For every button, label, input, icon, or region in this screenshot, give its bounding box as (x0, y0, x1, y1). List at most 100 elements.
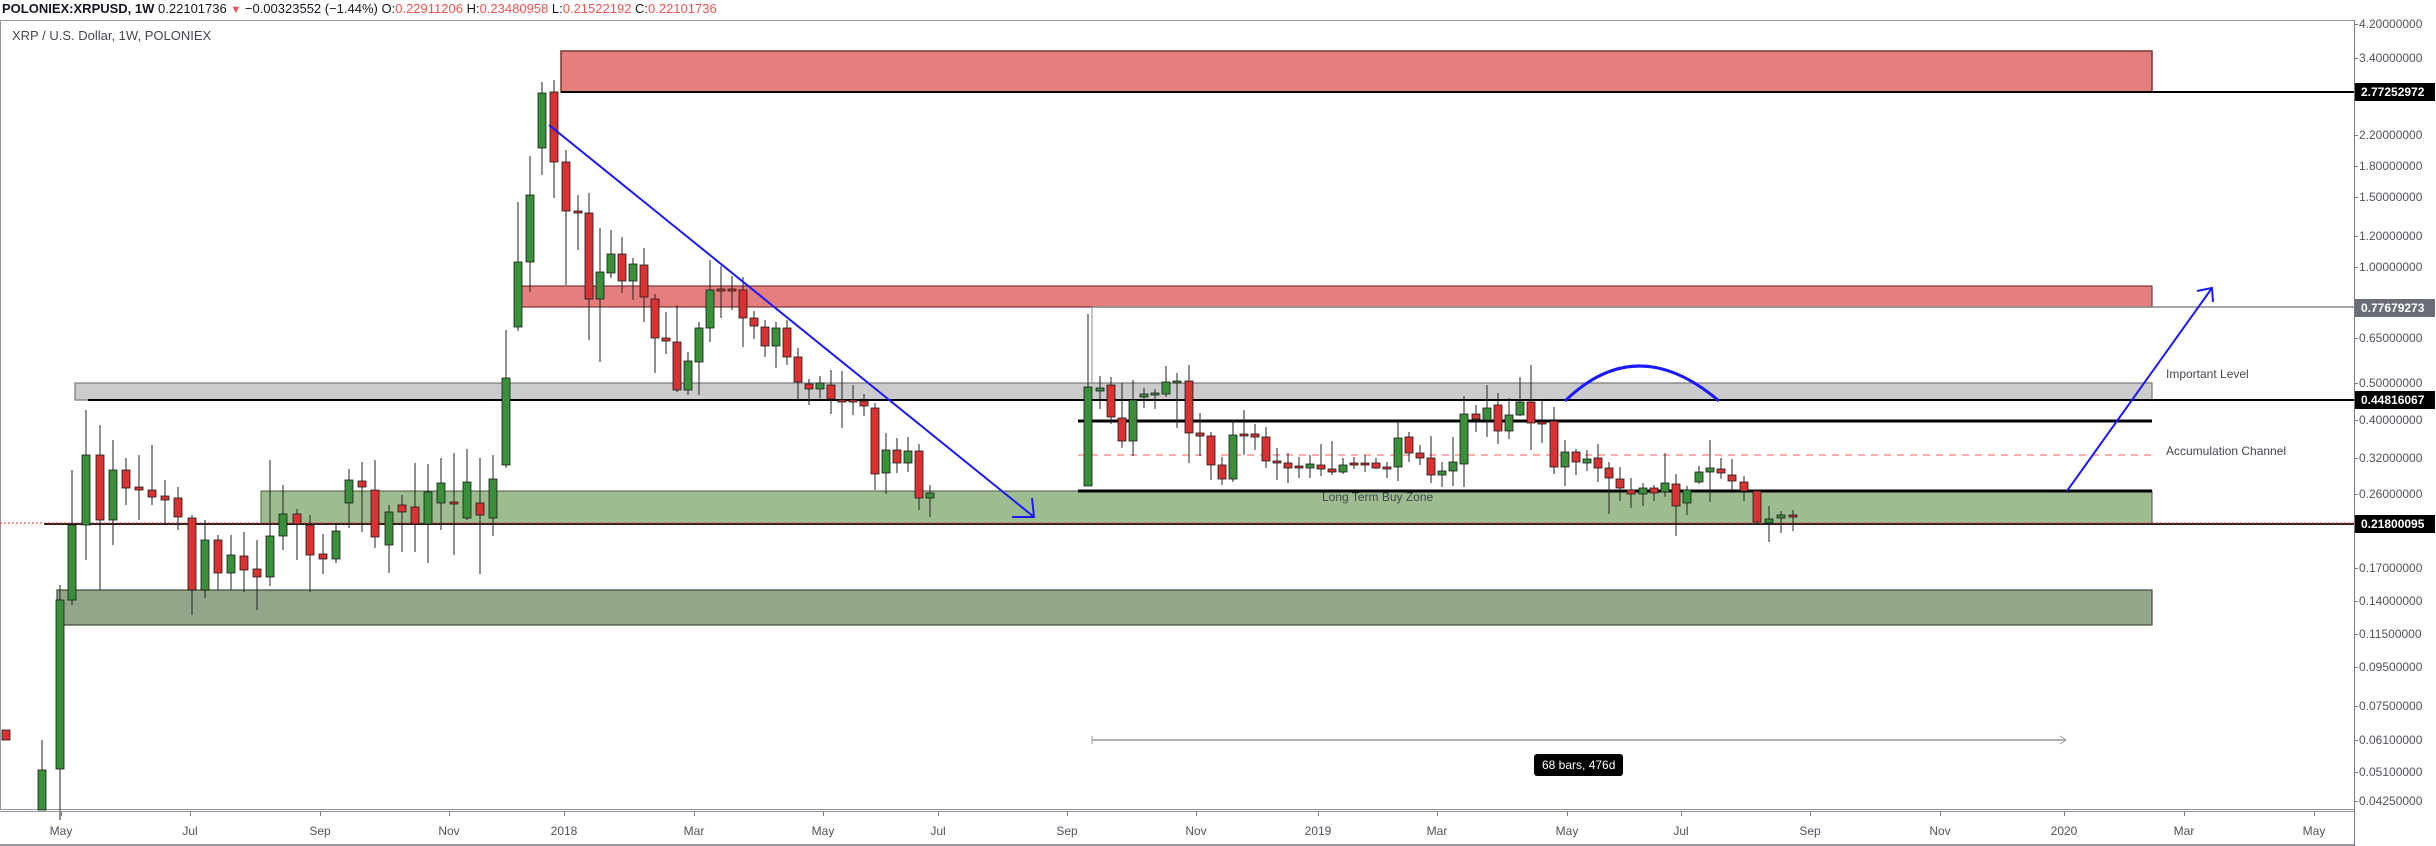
price-tick-label: 0.50000000 (2353, 376, 2423, 390)
candle (410, 506, 420, 525)
candle (1184, 380, 1194, 434)
high-label: H: (466, 1, 480, 16)
candle (292, 513, 302, 525)
symbol-label[interactable]: POLONIEX:XRPUSD, 1W (2, 1, 155, 16)
candle (870, 407, 880, 475)
candle (1560, 451, 1570, 468)
candle (1638, 487, 1648, 495)
candle (1549, 420, 1559, 468)
price-tick-label: 0.26000000 (2353, 487, 2423, 501)
candle (213, 539, 223, 574)
important-level-label[interactable]: Important Level (2166, 367, 2249, 381)
candle (561, 161, 571, 212)
long-term-buy-zone[interactable] (260, 490, 2153, 525)
candle (55, 599, 65, 770)
time-tick-label: 2018 (550, 824, 578, 838)
candle (1239, 433, 1249, 437)
candle (1217, 464, 1227, 480)
price-axis[interactable] (2354, 20, 2436, 846)
candle (1716, 468, 1726, 474)
time-tick (449, 812, 450, 816)
candle (1327, 468, 1337, 473)
candle (67, 524, 77, 601)
time-tick-label: Mar (2173, 824, 2195, 838)
candle (108, 469, 118, 521)
candle (173, 497, 183, 518)
candle (881, 449, 891, 474)
candle (252, 568, 262, 578)
time-tick-label: May (49, 824, 73, 838)
candle (331, 530, 341, 560)
candle (147, 489, 157, 498)
resistance-zone-mid[interactable] (518, 285, 2153, 308)
time-tick (564, 812, 565, 816)
candle (650, 298, 660, 339)
price-tick-label: 0.07500000 (2353, 699, 2423, 713)
candle (537, 92, 547, 149)
price-tick-label: 0.04250000 (2353, 794, 2423, 808)
measure-arrow-icon (2059, 735, 2067, 745)
series-legend[interactable]: XRP / U.S. Dollar, 1W, POLONIEX (12, 28, 212, 43)
rounded-top-arc[interactable] (1563, 364, 1720, 403)
price-tick-label: 0.17000000 (2353, 561, 2423, 575)
resistance-zone-top[interactable] (560, 50, 2153, 93)
accumulation-channel-label[interactable]: Accumulation Channel (2166, 444, 2287, 458)
candle (1272, 460, 1282, 464)
time-tick (1940, 812, 1941, 816)
candle (1471, 413, 1481, 420)
last-price: 0.22101736 (158, 1, 227, 16)
time-tick (2314, 812, 2315, 816)
candle (318, 553, 328, 560)
candle (782, 327, 792, 358)
price-tick-label: 1.00000000 (2353, 260, 2423, 274)
price-tick-label: 2.20000000 (2353, 128, 2423, 142)
candle (1106, 384, 1116, 418)
candle (513, 261, 523, 328)
time-tick-label: Sep (1799, 824, 1821, 838)
time-tick-label: Jul (1673, 824, 1689, 838)
candle (1671, 483, 1681, 507)
candle (1360, 462, 1370, 466)
candle (1393, 437, 1403, 468)
candle (1, 729, 11, 741)
price-tick-label: 1.20000000 (2353, 229, 2423, 243)
time-tick (1196, 812, 1197, 816)
deep-buy-zone[interactable] (56, 589, 2153, 626)
time-tick (1681, 812, 1682, 816)
candle (617, 253, 627, 282)
projection-arrowhead-icon (2196, 286, 2214, 303)
candle (1682, 489, 1692, 504)
time-tick (1437, 812, 1438, 816)
candle (595, 271, 605, 300)
candle (384, 511, 394, 546)
long-term-buy-zone-label[interactable]: Long Term Buy Zone (1322, 490, 1434, 504)
candle (815, 382, 825, 390)
price-change: −0.00323552 (−1.44%) (244, 1, 378, 16)
candle (661, 337, 671, 342)
candle (1448, 461, 1458, 472)
downtrend-line[interactable] (548, 124, 1035, 518)
candle (1615, 478, 1625, 489)
chart-pane[interactable] (0, 20, 2354, 810)
time-tick (320, 812, 321, 816)
time-tick-label: 2019 (1304, 824, 1332, 838)
candle (705, 289, 715, 329)
projection-up-line[interactable] (2066, 287, 2213, 492)
time-axis[interactable] (0, 811, 2354, 846)
candle (200, 539, 210, 591)
candle (1537, 421, 1547, 425)
candle (278, 513, 288, 537)
candle (1582, 458, 1592, 464)
candle (1626, 489, 1636, 495)
candle (475, 502, 485, 516)
candle (357, 480, 367, 488)
candle (1788, 514, 1798, 518)
time-tick (1810, 812, 1811, 816)
candle (1504, 414, 1514, 432)
candle (925, 492, 935, 499)
price-tick-label: 0.09500000 (2353, 660, 2423, 674)
candle (501, 377, 511, 466)
candle (639, 264, 649, 298)
candle (859, 400, 869, 407)
